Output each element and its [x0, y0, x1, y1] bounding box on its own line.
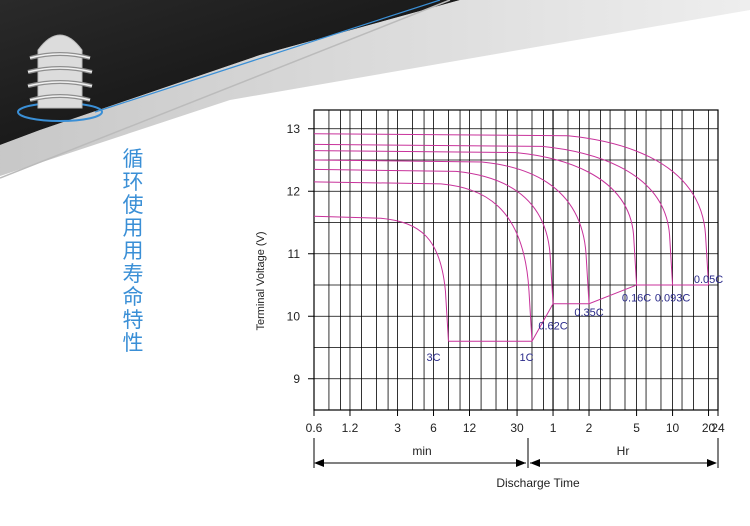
x-axis-label: Discharge Time [496, 476, 580, 490]
x-tick-label: 24 [711, 421, 725, 435]
unit-arrows [313, 438, 719, 468]
x-tick-label: 6 [430, 421, 437, 435]
curve-label-0.093C: 0.093C [655, 293, 691, 305]
curve-label-0.16C: 0.16C [622, 293, 651, 305]
x-tick-label: 1.2 [342, 421, 359, 435]
dark-banner-shape [0, 0, 460, 145]
min-unit-label: min [412, 444, 431, 458]
title-char: 循 [122, 147, 144, 171]
x-tick-label: 12 [463, 421, 477, 435]
y-axis-ticks: 13 12 11 10 9 [287, 122, 314, 386]
curve-label-0.35C: 0.35C [574, 307, 603, 319]
x-tick-label: 2 [586, 421, 593, 435]
curve-1C [313, 181, 533, 342]
y-tick-label: 13 [287, 122, 301, 136]
x-tick-label: 5 [633, 421, 640, 435]
curve-label-0.62C: 0.62C [538, 321, 567, 333]
grey-banner-band [0, 0, 750, 176]
y-tick-label: 12 [287, 184, 301, 198]
title-char: 特 [122, 308, 144, 332]
curve-0.093C [313, 143, 674, 286]
title-char: 用 [122, 239, 144, 263]
curve-label-0.05C: 0.05C [694, 274, 723, 286]
endpoint-line [448, 284, 709, 342]
title-char: 使 [122, 193, 144, 217]
curve-3C [313, 215, 449, 342]
hr-unit-label: Hr [617, 444, 630, 458]
x-tick-label: 20 [702, 421, 716, 435]
curve-0.16C [313, 150, 638, 286]
y-tick-label: 10 [287, 309, 301, 323]
x-tick-label: 30 [510, 421, 524, 435]
title-char: 用 [122, 216, 144, 240]
product-coil-icon [17, 34, 103, 122]
title-char: 命 [122, 285, 144, 309]
x-tick-label: 3 [394, 421, 401, 435]
curve-label-1C: 1C [519, 352, 533, 364]
banner-blue-line [94, 0, 441, 113]
vertical-title: 循环使用用寿命特性 [118, 148, 148, 355]
curve-0.35C [313, 159, 590, 304]
decorative-banner [0, 0, 750, 179]
y-tick-label: 11 [288, 247, 301, 261]
plot-frame [313, 109, 719, 411]
title-char: 寿 [122, 262, 144, 286]
y-tick-label: 9 [293, 372, 300, 386]
curve-label-3C: 3C [426, 352, 440, 364]
x-tick-label: 0.6 [306, 421, 323, 435]
y-axis-label: Terminal Voltage (V) [255, 231, 267, 330]
title-char: 环 [122, 170, 144, 194]
x-tick-label: 10 [666, 421, 680, 435]
discharge-curves [313, 133, 710, 342]
curve-0.05C [313, 133, 710, 286]
chart-grid [313, 109, 719, 411]
title-char: 性 [122, 331, 144, 355]
banner-diagonal-line [0, 0, 451, 179]
curve-0.62C [313, 168, 554, 304]
x-tick-label: 1 [550, 421, 557, 435]
